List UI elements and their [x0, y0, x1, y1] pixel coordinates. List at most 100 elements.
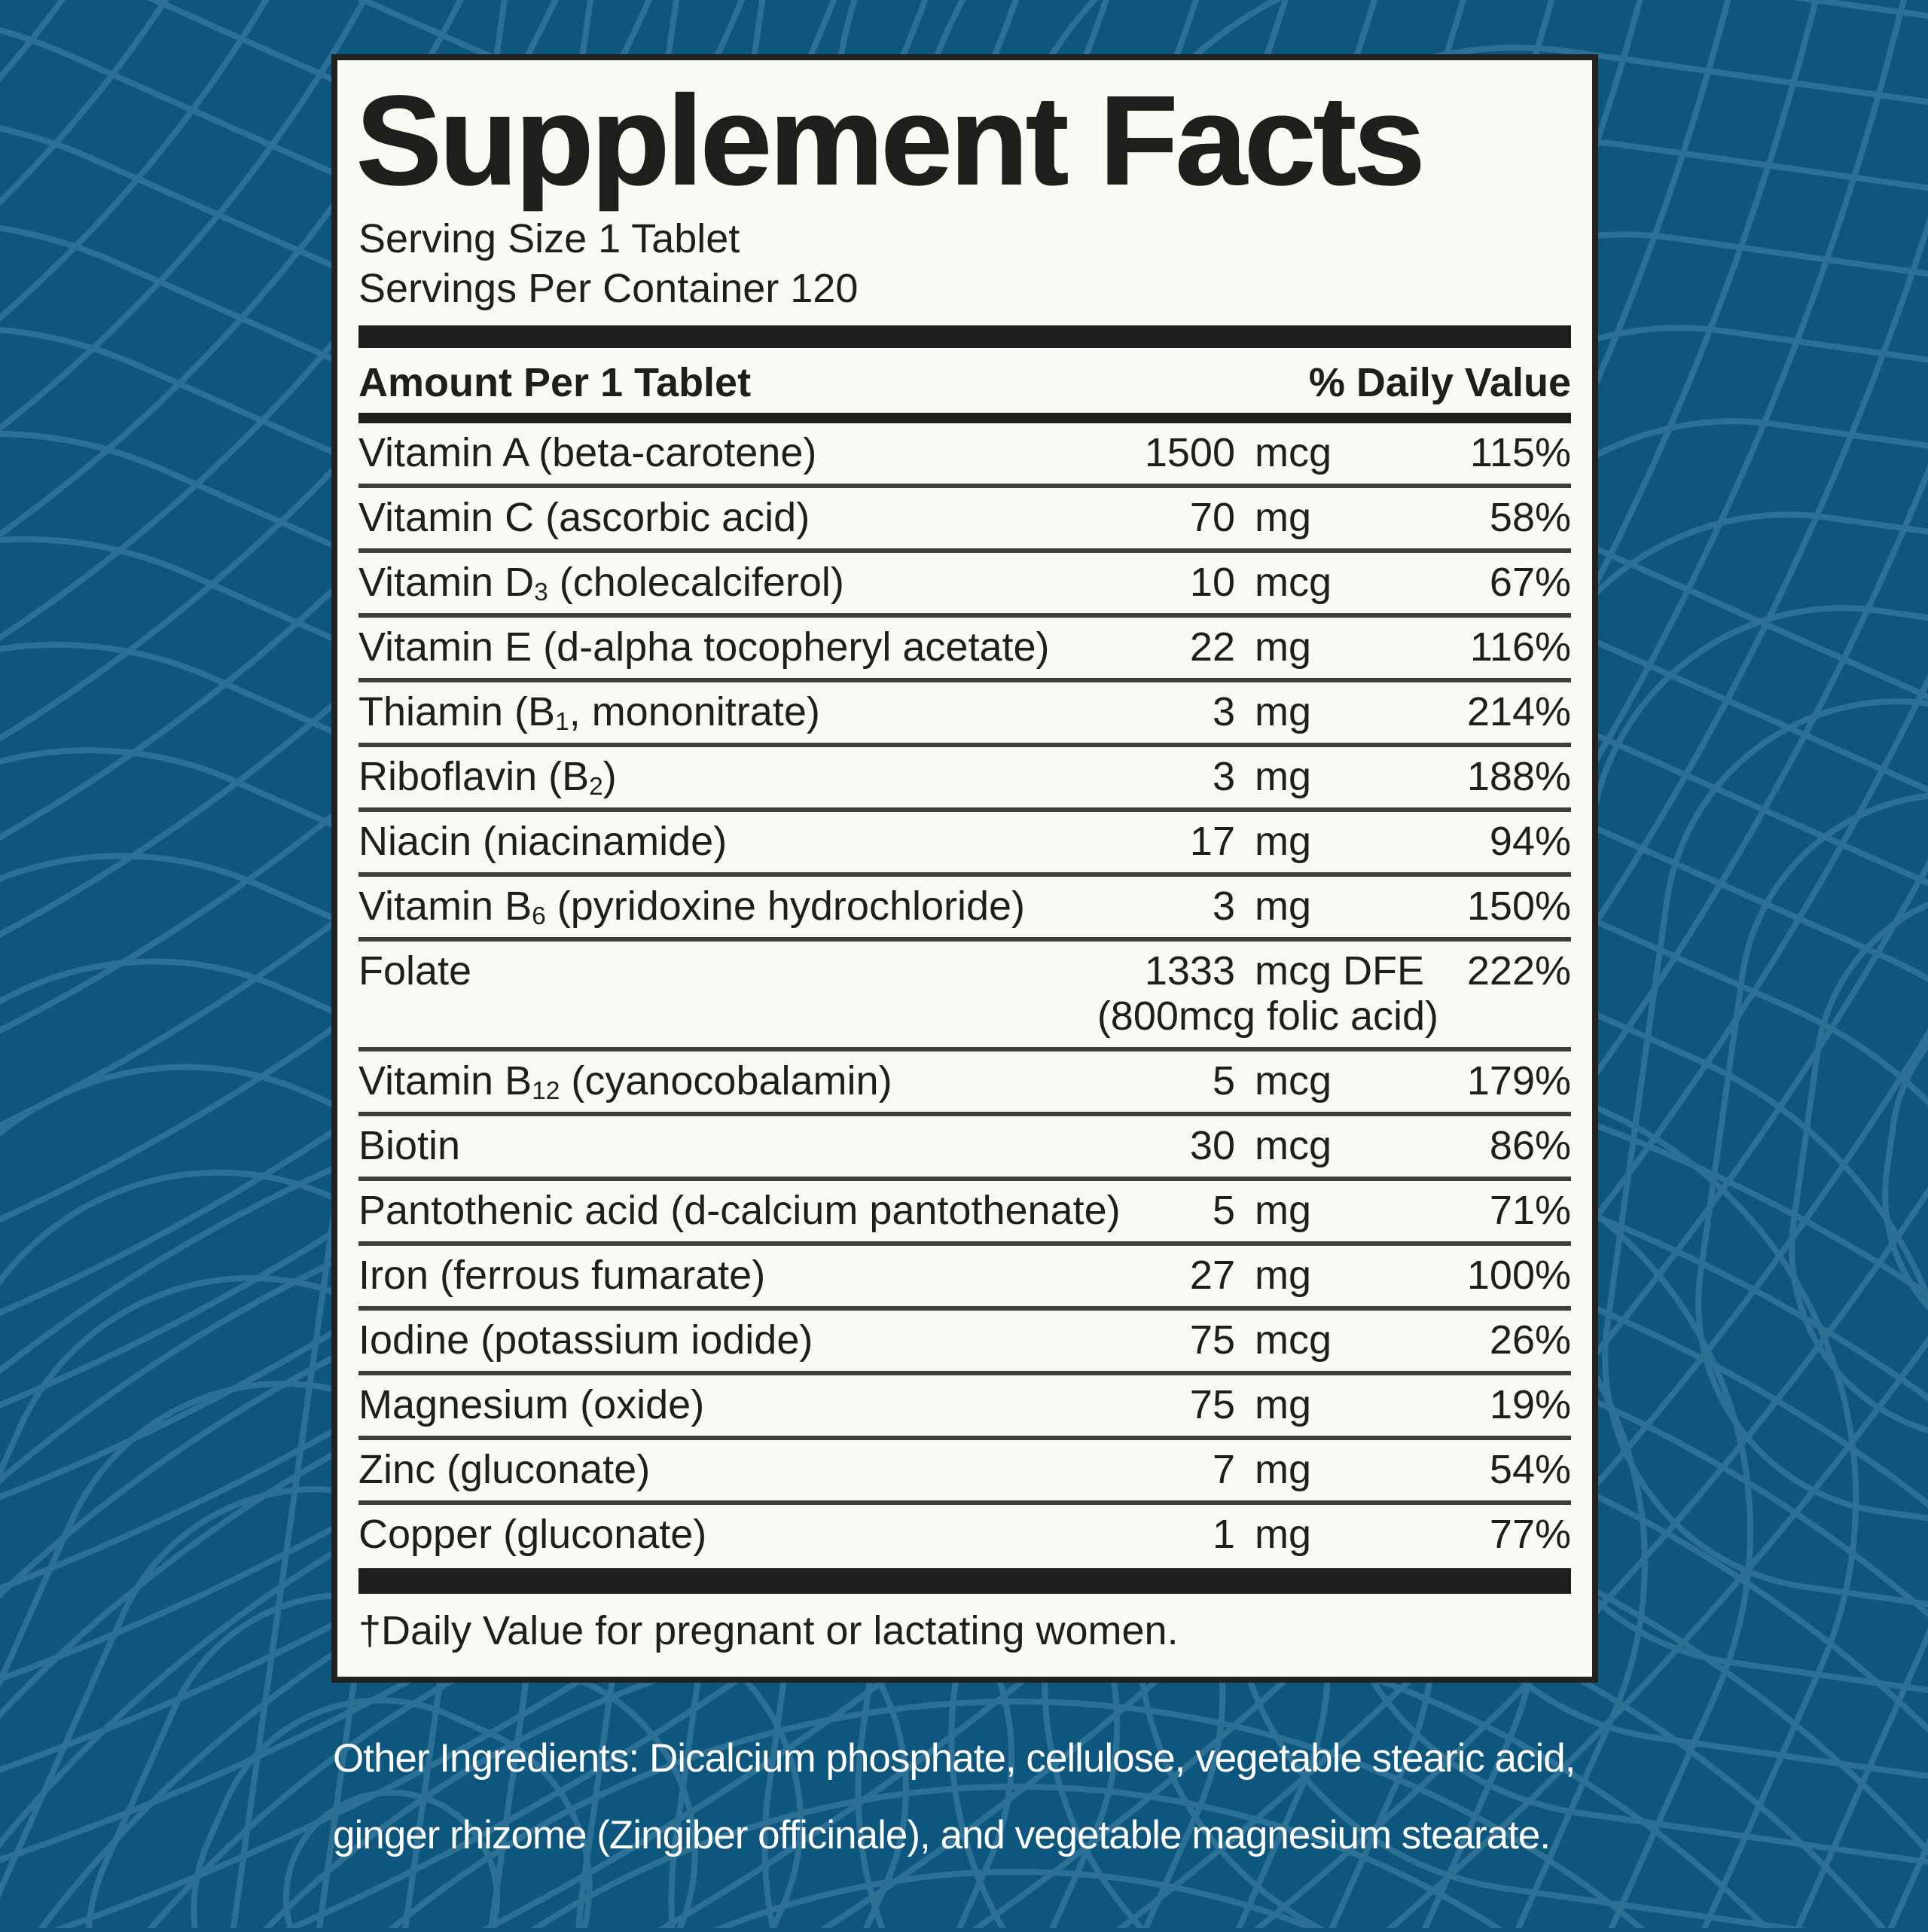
nutrient-amount: 70 mg	[1172, 495, 1443, 540]
nutrient-amount-number: 1500	[1144, 430, 1235, 475]
servings-per-container: Servings Per Container 120	[358, 266, 859, 311]
nutrient-amount-unit: mg	[1255, 1253, 1312, 1298]
nutrient-name: Vitamin C (ascorbic acid)	[358, 495, 810, 540]
nutrient-amount-number: 22	[1189, 624, 1235, 670]
nutrient-amount-number: 1	[1212, 1512, 1235, 1557]
nutrient-amount-unit: mg	[1255, 819, 1312, 864]
nutrient-amount: 1500 mcg	[1145, 430, 1443, 475]
nutrient-amount: 75 mg	[1172, 1382, 1443, 1427]
nutrient-amount-number: 1333	[1144, 948, 1235, 993]
nutrient-amount-unit: mg	[1255, 689, 1312, 734]
nutrient-daily-value: 86%	[1489, 1123, 1571, 1168]
nutrient-row: Vitamin D3 (cholecalciferol) 10 mcg 67%	[358, 548, 1571, 613]
nutrient-amount-unit: mg	[1255, 1512, 1312, 1557]
nutrient-row: Biotin 30 mcg 86%	[358, 1112, 1571, 1177]
nutrient-amount-unit: mcg	[1255, 1123, 1332, 1168]
nutrient-daily-value: 77%	[1489, 1512, 1571, 1557]
nutrient-daily-value: 58%	[1489, 495, 1571, 540]
nutrient-row: Magnesium (oxide) 75 mg 19%	[358, 1371, 1571, 1436]
nutrient-row: Iodine (potassium iodide) 75 mcg 26%	[358, 1306, 1571, 1371]
nutrient-amount: 5 mg	[1172, 1188, 1443, 1233]
nutrient-amount-number: 75	[1189, 1382, 1235, 1427]
nutrient-name: Niacin (niacinamide)	[358, 819, 728, 864]
nutrient-row: Riboflavin (B2) 3 mg 188%	[358, 743, 1571, 807]
nutrient-row: Vitamin B6 (pyridoxine hydrochloride) 3 …	[358, 872, 1571, 937]
nutrient-daily-value: 116%	[1469, 624, 1571, 670]
nutrient-name: Vitamin B6 (pyridoxine hydrochloride)	[358, 884, 1026, 931]
nutrient-daily-value: 19%	[1489, 1382, 1571, 1427]
nutrient-amount: 17 mg	[1172, 819, 1443, 864]
nutrient-row: Vitamin A (beta-carotene) 1500 mcg 115%	[358, 423, 1571, 484]
other-ingredients-text: Other Ingredients: Dicalcium phosphate, …	[333, 1736, 1576, 1857]
nutrient-daily-value: 188%	[1466, 754, 1571, 799]
nutrient-amount-number: 3	[1212, 754, 1235, 799]
nutrient-amount: 1333 mcg DFE (800mcg folic acid)	[1097, 948, 1443, 1039]
amount-column-header: Amount Per 1 Tablet	[358, 360, 752, 405]
nutrient-row: Folate 1333 mcg DFE (800mcg folic acid) …	[358, 937, 1571, 1047]
nutrient-amount: 5 mcg	[1172, 1058, 1443, 1103]
nutrient-amount: 30 mcg	[1172, 1123, 1443, 1168]
nutrient-row: Vitamin C (ascorbic acid) 70 mg 58%	[358, 484, 1571, 548]
nutrient-name: Magnesium (oxide)	[358, 1382, 705, 1427]
nutrient-name: Biotin	[358, 1123, 461, 1168]
nutrient-name: Folate	[358, 948, 472, 993]
nutrient-amount-number: 7	[1212, 1447, 1235, 1492]
nutrient-amount-unit: mg	[1255, 754, 1312, 799]
nutrient-amount-unit: mg	[1255, 1447, 1312, 1492]
nutrient-amount: 75 mcg	[1172, 1317, 1443, 1363]
nutrient-amount-number: 70	[1189, 495, 1235, 540]
nutrient-amount-number: 3	[1212, 884, 1235, 929]
nutrient-daily-value: 94%	[1489, 819, 1571, 864]
nutrient-row: Copper (gluconate) 1 mg 77%	[358, 1500, 1571, 1565]
table-header-row: Amount Per 1 Tablet % Daily Value	[358, 348, 1571, 423]
nutrient-daily-value: 115%	[1469, 430, 1571, 475]
nutrient-name: Vitamin E (d-alpha tocopheryl acetate)	[358, 624, 1050, 670]
nutrient-name: Riboflavin (B2)	[358, 754, 617, 801]
thick-divider-bottom	[358, 1568, 1571, 1594]
nutrient-amount-number: 5	[1212, 1188, 1235, 1233]
label-content: Supplement Facts Serving Size 1 Tablet S…	[331, 54, 1681, 1874]
nutrient-daily-value: 222%	[1466, 948, 1571, 993]
nutrient-row: Zinc (gluconate) 7 mg 54%	[358, 1436, 1571, 1500]
nutrient-name: Iron (ferrous fumarate)	[358, 1253, 766, 1298]
nutrient-daily-value: 26%	[1489, 1317, 1571, 1363]
nutrient-amount: 1 mg	[1172, 1512, 1443, 1557]
nutrient-amount: 22 mg	[1172, 624, 1443, 670]
nutrient-daily-value: 54%	[1489, 1447, 1571, 1492]
thick-divider-top	[358, 325, 1571, 348]
nutrient-amount-number: 30	[1189, 1123, 1235, 1168]
nutrient-amount-unit: mcg	[1255, 430, 1332, 475]
nutrient-name: Vitamin D3 (cholecalciferol)	[358, 560, 844, 607]
nutrient-amount-unit: mcg	[1255, 560, 1332, 605]
nutrient-amount: 3 mg	[1172, 689, 1443, 734]
nutrient-daily-value: 71%	[1489, 1188, 1571, 1233]
daily-value-footnote: †Daily Value for pregnant or lactating w…	[358, 1608, 1179, 1653]
nutrient-amount-number: 3	[1212, 689, 1235, 734]
nutrient-amount: 27 mg	[1172, 1253, 1443, 1298]
nutrient-name: Vitamin B12 (cyanocobalamin)	[358, 1058, 892, 1106]
nutrient-amount-number: 10	[1189, 560, 1235, 605]
nutrient-row: Thiamin (B1, mononitrate) 3 mg 214%	[358, 678, 1571, 743]
nutrient-amount-unit: mcg	[1255, 1058, 1332, 1103]
nutrient-daily-value: 100%	[1466, 1253, 1571, 1298]
nutrient-daily-value: 150%	[1466, 884, 1571, 929]
panel-title: Supplement Facts	[355, 69, 1424, 212]
nutrient-amount-unit: mg	[1255, 1188, 1312, 1233]
nutrient-daily-value: 214%	[1466, 689, 1571, 734]
nutrient-amount-unit: mg	[1255, 624, 1312, 670]
nutrient-amount-unit: mg	[1255, 495, 1312, 540]
nutrient-row: Pantothenic acid (d-calcium pantothenate…	[358, 1177, 1571, 1241]
nutrient-name: Thiamin (B1, mononitrate)	[358, 689, 820, 737]
nutrient-table: Vitamin A (beta-carotene) 1500 mcg 115% …	[358, 423, 1571, 1565]
nutrient-amount-unit: mcg DFE	[1255, 948, 1425, 993]
nutrient-name: Pantothenic acid (d-calcium pantothenate…	[358, 1188, 1121, 1233]
serving-size: Serving Size 1 Tablet	[358, 216, 740, 261]
nutrient-row: Vitamin E (d-alpha tocopheryl acetate) 2…	[358, 613, 1571, 678]
supplement-facts-panel: Supplement Facts Serving Size 1 Tablet S…	[331, 54, 1598, 1683]
nutrient-amount: 7 mg	[1172, 1447, 1443, 1492]
nutrient-amount: 3 mg	[1172, 884, 1443, 929]
nutrient-name: Zinc (gluconate)	[358, 1447, 651, 1492]
nutrient-amount-number: 27	[1189, 1253, 1235, 1298]
nutrient-amount-unit: mg	[1255, 884, 1312, 929]
nutrient-amount-number: 75	[1189, 1317, 1235, 1363]
